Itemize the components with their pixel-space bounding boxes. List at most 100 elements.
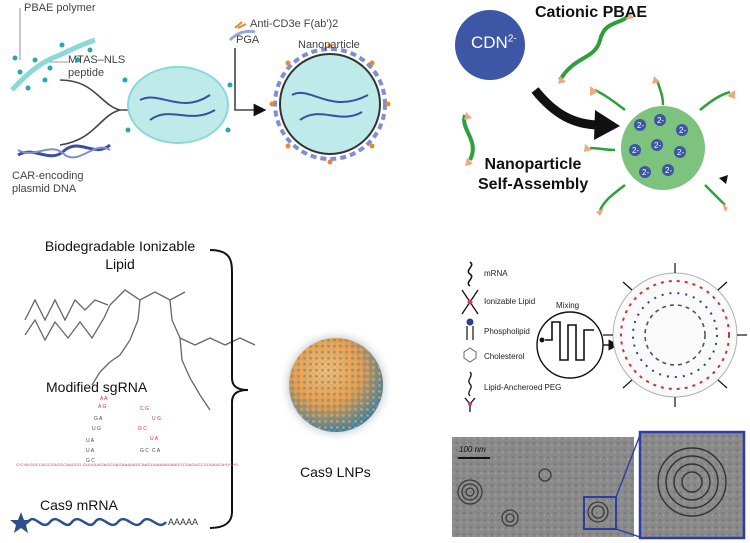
particle-caps [464,12,735,216]
label-ionizable-lipid-line2: Lipid [105,256,135,272]
mixer-channel [545,321,594,361]
label-plasmid-dna: plasmid DNA [12,183,77,195]
cdn-bubble [455,10,525,80]
lnp-schematic-ring2 [632,292,718,378]
label-pbae-polymer: PBAE polymer [24,2,96,14]
svg-text:U A: U A [86,448,95,454]
legend-mrna-label: mRNA [484,269,508,278]
panel-b-graphics [455,10,735,216]
svg-text:A G: A G [98,404,106,410]
self-assembly-arrow [531,87,601,130]
label-car-encoding: CAR-encoding [12,170,84,182]
label-cas9-mrna: Cas9 mRNA [40,497,118,513]
panel-c-graphics: A AA G G AU GU A U AG C C GU G G CU A G … [10,249,394,533]
label-cas9-lnps: Cas9 LNPs [300,464,371,480]
legend-mrna-icon [467,261,473,287]
particle-charge-4: 2- [632,146,640,155]
label-cdn-text: CDN [471,33,508,52]
particle-charge-8: 2- [665,166,673,175]
pbae-dots [12,42,93,91]
label-cationic-pbae: Cationic PBAE [535,4,648,21]
legend-peg-label: Lipid-Ancheroed PEG [484,383,562,392]
corner-mark [719,175,728,184]
svg-text:G A: G A [94,416,103,422]
svg-text:U A: U A [150,436,159,442]
legend-cholesterol-label: Cholesterol [484,352,525,361]
legend-cholesterol-icon [463,347,477,363]
label-self-assembly-line2: Self-Assembly [478,176,589,193]
lnp-schematic-ring3 [644,304,706,366]
lnp-schematic-ring1 [620,280,730,390]
cdn-inside-particle [629,114,688,178]
lnp-schematic-outer [612,272,738,398]
legend-phospholipid-label: Phospholipid [484,327,530,336]
svg-text:G C: G C [138,426,147,432]
panel-a-graphics [10,8,391,165]
label-poly-a-tail: AAAAA [168,517,199,527]
label-peptide: peptide [68,67,105,79]
svg-text:U G: U G [152,416,161,422]
label-mixing: Mixing [556,301,580,310]
panel-d-graphics [452,261,747,540]
svg-text:C A: C A [152,448,161,454]
label-mtas-nls: MTAS–NLS [68,54,126,66]
legend-peg-icon [464,371,476,412]
zoom-particle [657,447,727,517]
merge-arrow-2 [234,48,267,117]
pga-strand [228,29,256,42]
label-self-assembly-line1: Nanoparticle [484,156,582,173]
svg-text:G C: G C [140,448,149,454]
svg-text:G C: G C [86,458,95,464]
label-anti-cd3e: Anti-CD3e F(ab')2 [250,18,339,30]
lnp-texture [289,338,383,432]
mixer-chip [536,311,604,379]
nanoparticle-ligands [269,43,391,165]
particle-charge-6: 2- [677,148,685,157]
car-dna-helix-2 [17,146,111,159]
sgrna-hairpins: A AA G G AU GU A U AG C C GU G G CU A G … [86,396,161,464]
polyplex [127,66,229,144]
label-pga: PGA [236,34,260,46]
label-modified-sgrna: Modified sgRNA [46,379,148,395]
svg-text:U A: U A [86,438,95,444]
label-scale-bar: 100 nm [459,445,486,454]
legend-ionizable-label: Ionizable Lipid [484,297,536,306]
bracket [209,249,249,529]
nanoparticle-shell [273,47,387,161]
legend-ionizable-icon [461,289,479,315]
label-nanoparticle: Nanoparticle [298,39,360,51]
anti-cd3e-ligand [234,21,247,29]
particle-charge-7: 2- [642,168,650,177]
lnp-schematic-peg [603,263,747,407]
svg-text:C G: C G [140,406,149,412]
pbae-polymer-strand [10,37,96,92]
nanoparticle-dna [291,92,369,121]
ionizable-lipid-structure [24,289,256,411]
cryo-particles [457,468,609,527]
zoom-panel [638,430,746,540]
zoom-box-small [583,496,617,530]
particle-charge-5: 2- [654,141,662,150]
nanoparticle-core [279,53,381,155]
self-assembly-arrowhead [594,110,620,140]
mixer-inlet [539,337,545,343]
svg-text:A A: A A [100,396,108,402]
cap-star-icon [10,512,32,533]
particle-charge-1: 2- [637,121,645,130]
pbae-strand-bottom [462,114,475,161]
merge-arrow-1b [59,109,121,146]
mrna-wave [26,517,167,527]
particle-charge-2: 2- [657,116,665,125]
label-ionizable-lipid-line1: Biodegradable Ionizable [44,238,196,254]
polyplex-dots [122,77,233,133]
particle-charge-3: 2- [679,126,687,135]
label-cdn-charge: 2- [507,33,517,45]
legend-phospholipid-icon [466,318,474,340]
sgrna-sequence: C*C*A*GUCCAGCGAGGCAAGGG GUUUUAGAGCUAGAAA… [16,462,239,467]
zoom-connector [615,434,641,538]
pbae-strand-top [558,13,632,82]
label-cdn: CDN2- [471,33,517,53]
polyplex-dna [139,94,216,121]
